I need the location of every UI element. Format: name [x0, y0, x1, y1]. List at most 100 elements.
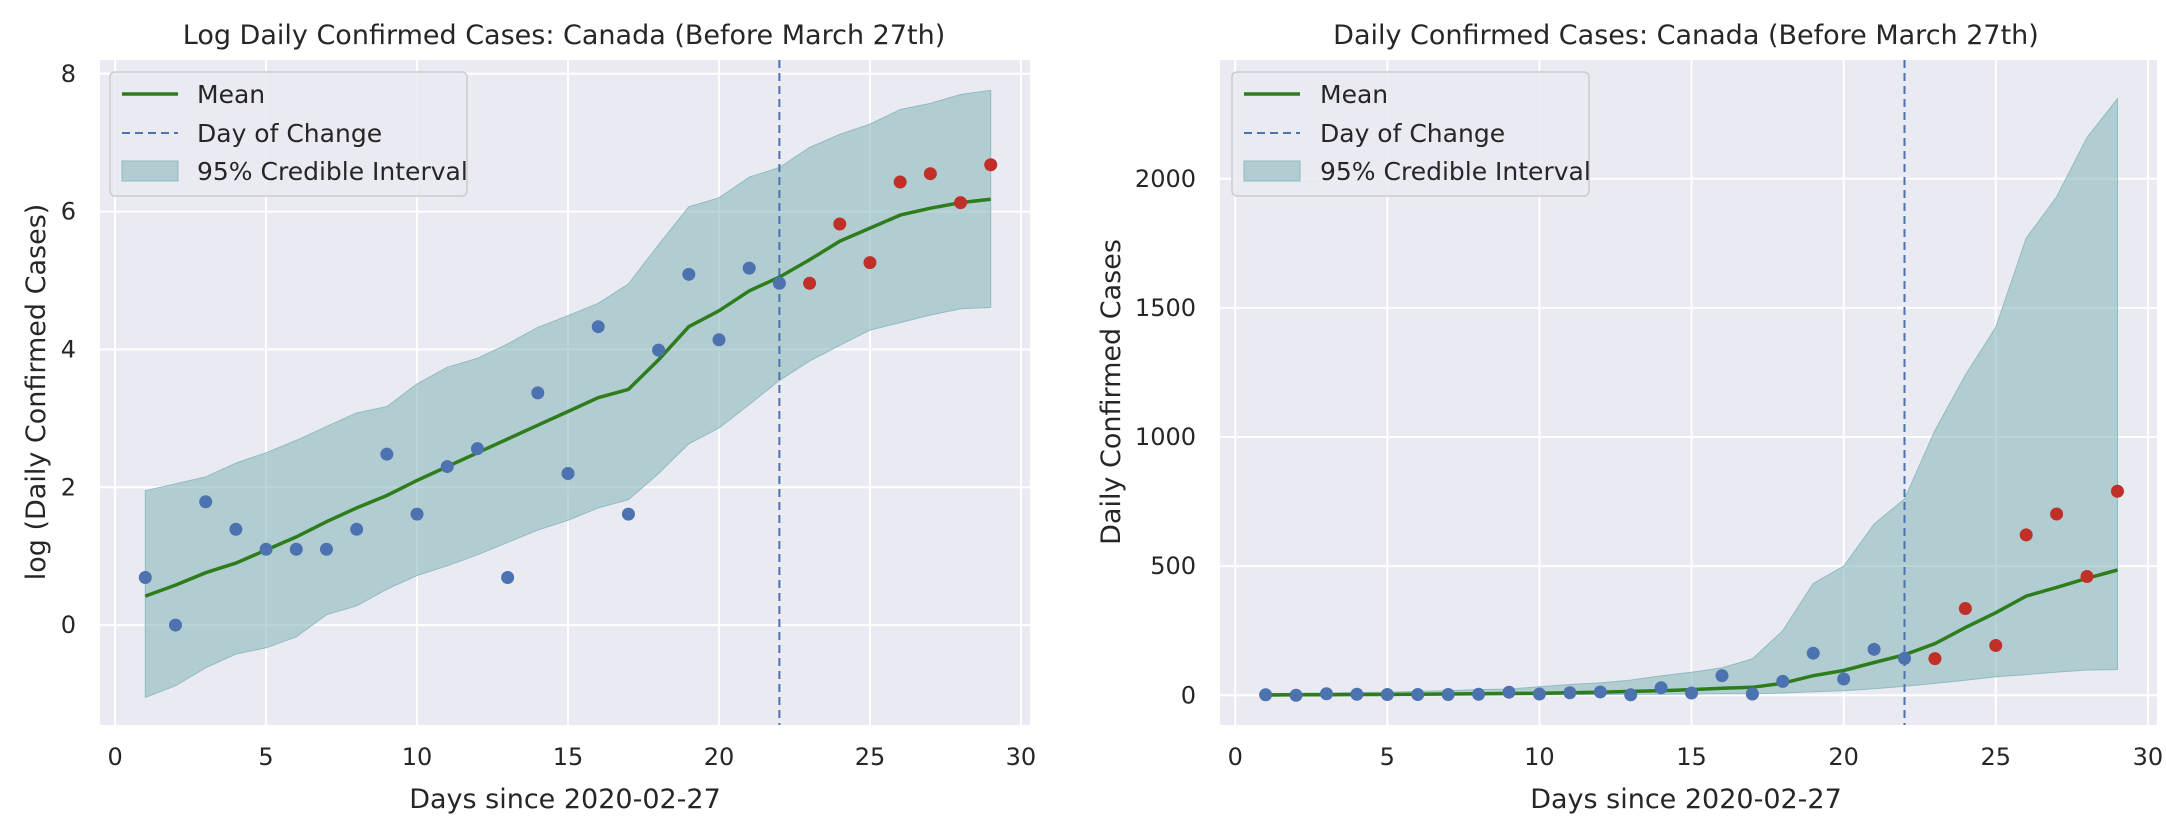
observed-point — [1259, 688, 1273, 702]
observed-point — [1532, 687, 1546, 701]
observed-point — [1319, 687, 1333, 701]
observed-point — [1624, 688, 1638, 702]
observed-point — [199, 495, 213, 509]
observed-point — [1745, 687, 1759, 701]
legend-change-label: Day of Change — [197, 119, 382, 148]
legend: Mean Day of Change 95% Credible Interval — [1231, 71, 1591, 197]
legend-band-label: 95% Credible Interval — [1320, 157, 1591, 186]
observed-point — [168, 618, 182, 632]
y-tick-labels: 0 500 1000 1500 2000 — [1135, 165, 1196, 710]
legend: Mean Day of Change 95% Credible Interval — [109, 71, 468, 197]
observed-point — [229, 522, 243, 536]
x-tick-label: 30 — [2133, 743, 2164, 771]
observed-point — [652, 343, 666, 357]
x-tick-label: 10 — [1524, 743, 1555, 771]
legend-mean-label: Mean — [197, 80, 265, 109]
observed-point — [712, 333, 726, 347]
observed-point — [1928, 652, 1942, 666]
observed-point — [1563, 686, 1577, 700]
observed-point — [1867, 642, 1881, 656]
x-tick-label: 0 — [1228, 743, 1243, 771]
y-tick-label: 0 — [1181, 681, 1196, 709]
chart-title: Log Daily Confirmed Cases: Canada (Befor… — [183, 20, 945, 51]
x-tick-label: 0 — [107, 743, 122, 771]
observed-point — [1350, 687, 1364, 701]
x-tick-labels: 0 5 10 15 20 25 30 — [107, 743, 1036, 771]
log-cases-chart: Log Daily Confirmed Cases: Canada (Befor… — [21, 20, 1036, 815]
y-axis-label: Daily Confirmed Cases — [1096, 239, 1127, 545]
x-tick-label: 15 — [553, 743, 584, 771]
y-tick-label: 1000 — [1135, 423, 1196, 451]
legend-band-swatch — [1243, 160, 1301, 182]
observed-point — [1654, 681, 1668, 695]
daily-cases-chart: Daily Confirmed Cases: Canada (Before Ma… — [1096, 20, 2163, 815]
chart-title: Daily Confirmed Cases: Canada (Before Ma… — [1333, 20, 2039, 51]
observed-point — [501, 571, 515, 585]
observed-point — [1380, 688, 1394, 702]
observed-point — [1989, 638, 2003, 652]
observed-points — [1259, 484, 2124, 702]
observed-point — [1958, 602, 1972, 616]
observed-point — [289, 542, 303, 556]
observed-point — [833, 217, 847, 231]
legend-band-label: 95% Credible Interval — [197, 157, 468, 186]
observed-point — [1289, 688, 1303, 702]
y-tick-labels: 0 2 4 6 8 — [61, 60, 76, 639]
observed-point — [1441, 688, 1455, 702]
observed-point — [803, 276, 817, 290]
observed-point — [440, 460, 454, 474]
x-tick-label: 25 — [855, 743, 886, 771]
observed-point — [1593, 685, 1607, 699]
observed-point — [319, 542, 333, 556]
observed-point — [410, 507, 424, 521]
x-tick-label: 25 — [1980, 743, 2011, 771]
x-tick-label: 10 — [402, 743, 433, 771]
observed-point — [1897, 651, 1911, 665]
x-axis-label: Days since 2020-02-27 — [409, 784, 721, 815]
observed-point — [984, 158, 998, 172]
legend-change-label: Day of Change — [1320, 119, 1505, 148]
observed-point — [2050, 507, 2064, 521]
legend-box — [109, 71, 468, 197]
x-tick-label: 20 — [704, 743, 735, 771]
observed-point — [2019, 528, 2033, 542]
legend-band-swatch — [121, 160, 179, 182]
mean-line — [144, 197, 991, 598]
x-tick-label: 5 — [258, 743, 273, 771]
observed-point — [1411, 688, 1425, 702]
observed-point — [923, 167, 937, 181]
observed-point — [531, 386, 545, 400]
x-tick-label: 15 — [1676, 743, 1707, 771]
observed-points — [138, 158, 998, 632]
y-tick-label: 8 — [61, 60, 76, 88]
observed-point — [259, 542, 273, 556]
observed-point — [470, 442, 484, 456]
x-tick-label: 5 — [1380, 743, 1395, 771]
observed-point — [2110, 484, 2124, 498]
observed-point — [954, 196, 968, 210]
observed-point — [1806, 646, 1820, 660]
x-axis-label: Days since 2020-02-27 — [1530, 784, 1842, 815]
observed-point — [591, 320, 605, 334]
y-tick-label: 2000 — [1135, 165, 1196, 193]
observed-point — [621, 507, 635, 521]
observed-point — [1502, 685, 1516, 699]
observed-point — [772, 276, 786, 290]
x-tick-label: 20 — [1828, 743, 1859, 771]
observed-point — [1776, 674, 1790, 688]
y-tick-label: 2 — [61, 473, 76, 501]
observed-point — [380, 447, 394, 461]
y-axis-label: log (Daily Confirmed Cases) — [21, 204, 52, 581]
observed-point — [893, 175, 907, 189]
observed-point — [138, 571, 152, 585]
y-tick-label: 1500 — [1135, 294, 1196, 322]
observed-point — [1715, 669, 1729, 683]
observed-point — [863, 256, 877, 270]
y-tick-label: 500 — [1150, 552, 1196, 580]
observed-point — [1837, 672, 1851, 686]
y-tick-label: 6 — [61, 198, 76, 226]
observed-point — [350, 522, 364, 536]
x-tick-labels: 0 5 10 15 20 25 30 — [1228, 743, 2164, 771]
observed-point — [561, 466, 575, 480]
